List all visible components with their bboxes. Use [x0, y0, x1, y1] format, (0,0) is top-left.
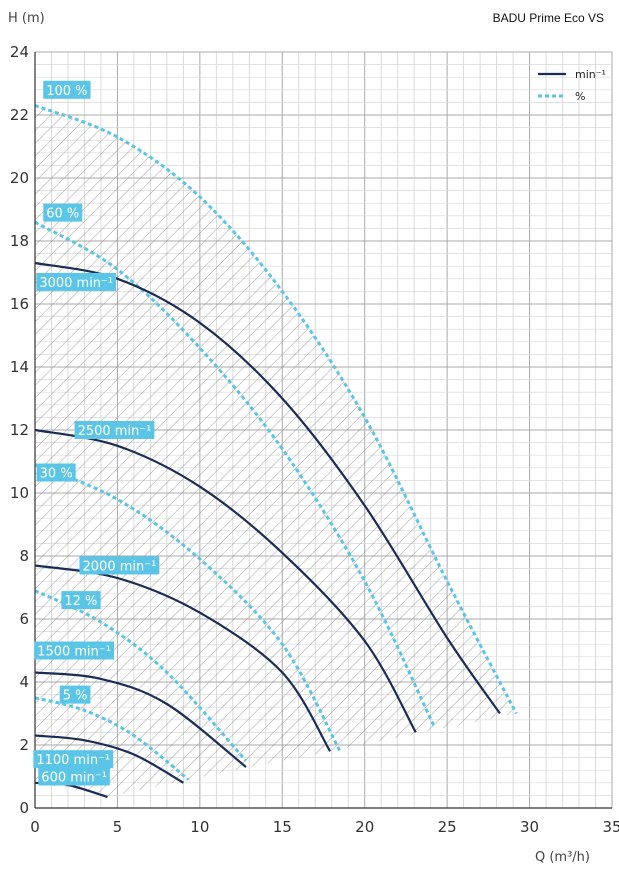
speed-label-4: 1100 min⁻¹ — [33, 750, 114, 769]
speed-curve-3 — [34, 671, 247, 768]
y-tick-label: 10 — [10, 484, 29, 502]
power-label-1-bg — [43, 203, 83, 222]
speed-curve-0 — [34, 261, 501, 715]
power-curve-1 — [34, 220, 436, 727]
x-tick-label: 15 — [273, 818, 292, 836]
power-label-1: 60 % — [43, 203, 83, 222]
y-tick-label: 0 — [19, 799, 29, 817]
y-tick-label: 20 — [10, 169, 29, 187]
speed-label-0-bg — [36, 272, 117, 291]
speed-label-2-text: 2000 min⁻¹ — [83, 559, 157, 574]
speed-label-4-bg — [33, 750, 114, 769]
operating-range-hatch — [35, 105, 517, 797]
power-label-2: 30 % — [36, 463, 76, 482]
y-tick-label: 6 — [19, 610, 29, 628]
power-label-0-text: 100 % — [46, 84, 87, 99]
speed-label-3-bg — [34, 641, 114, 660]
y-tick-label: 24 — [10, 43, 29, 61]
speed-label-1-bg — [74, 421, 155, 439]
curve-labels: 100 % 60 % 30 % 12 % 5 % 3000 min⁻¹ 2500 min⁻¹… — [33, 80, 160, 786]
chart-title: BADU Prime Eco VS — [493, 11, 604, 25]
speed-label-1: 2500 min⁻¹ — [74, 421, 155, 439]
power-label-3-bg — [61, 591, 101, 610]
y-tick-label: 22 — [10, 106, 29, 124]
legend: min⁻¹ % — [538, 68, 606, 103]
x-tick-label: 25 — [438, 818, 457, 836]
power-label-3-text: 12 % — [64, 594, 97, 609]
y-tick-label: 12 — [10, 421, 29, 439]
y-tick-label: 18 — [10, 232, 29, 250]
speed-curve-1 — [34, 428, 417, 733]
legend-power-label: % — [575, 90, 585, 103]
y-tick-label: 2 — [19, 736, 29, 754]
power-curve-2 — [34, 463, 342, 753]
y-axis-title: H (m) — [8, 11, 45, 26]
power-curve-0 — [34, 104, 518, 715]
power-label-4-text: 5 % — [63, 689, 88, 704]
x-tick-label: 10 — [190, 818, 209, 836]
x-tick-label: 0 — [30, 818, 40, 836]
x-tick-label: 5 — [113, 818, 123, 836]
y-tick-label: 4 — [19, 673, 29, 691]
legend-speed-label: min⁻¹ — [575, 68, 606, 81]
speed-label-5-text: 600 min⁻¹ — [41, 771, 107, 786]
x-axis-title: Q (m³/h) — [535, 850, 590, 865]
x-tick-label: 35 — [602, 818, 619, 836]
speed-label-2-bg — [79, 556, 160, 575]
x-tick-label: 30 — [520, 818, 539, 836]
speed-label-3-text: 1500 min⁻¹ — [37, 645, 111, 660]
speed-label-5-bg — [38, 767, 110, 786]
x-tick-label: 20 — [355, 818, 374, 836]
speed-curve-4 — [34, 734, 184, 784]
power-label-4: 5 % — [59, 685, 91, 704]
speed-label-5: 600 min⁻¹ — [38, 767, 110, 786]
speed-label-2: 2000 min⁻¹ — [79, 556, 160, 575]
y-tick-label: 14 — [10, 358, 29, 376]
power-label-2-text: 30 % — [40, 467, 73, 482]
power-label-1-text: 60 % — [46, 207, 79, 222]
speed-label-0-text: 3000 min⁻¹ — [39, 276, 113, 291]
power-curve-4 — [34, 696, 190, 781]
speed-label-0: 3000 min⁻¹ — [36, 272, 117, 291]
power-label-2-bg — [36, 463, 76, 482]
speed-label-3: 1500 min⁻¹ — [34, 641, 114, 660]
power-label-0-bg — [43, 80, 91, 99]
power-label-3: 12 % — [61, 591, 101, 610]
speed-label-1-text: 2500 min⁻¹ — [78, 424, 152, 439]
speed-label-4-text: 1100 min⁻¹ — [36, 753, 110, 768]
power-label-4-bg — [59, 685, 91, 704]
y-tick-label: 16 — [10, 295, 29, 313]
y-tick-label: 8 — [19, 547, 29, 565]
power-label-0: 100 % — [43, 80, 91, 99]
